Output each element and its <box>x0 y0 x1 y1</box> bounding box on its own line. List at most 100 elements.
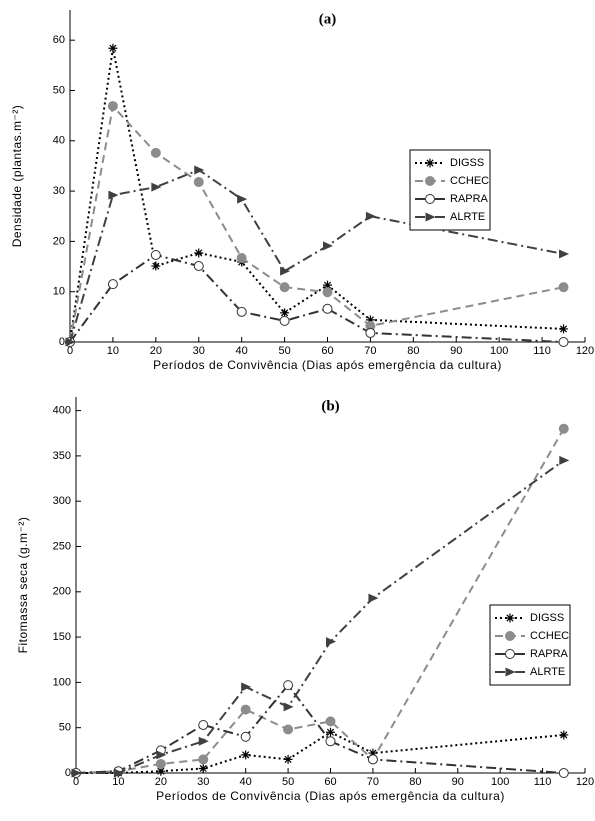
marker-circle-open <box>198 719 209 730</box>
y-tick-label: 300 <box>53 495 71 507</box>
marker-circle <box>240 704 251 715</box>
marker-circle-open <box>107 279 118 290</box>
chart-title: (a) <box>319 11 337 27</box>
legend-label: ALRTE <box>530 666 565 678</box>
legend-label: CCHEC <box>450 175 489 187</box>
marker-circle-open <box>283 680 294 691</box>
marker-triangle <box>283 702 294 712</box>
marker-triangle <box>365 211 376 221</box>
marker-triangle <box>559 249 570 259</box>
marker-triangle <box>194 165 205 175</box>
x-tick-label: 50 <box>282 776 294 788</box>
x-tick-label: 10 <box>112 776 124 788</box>
marker-circle <box>425 176 435 186</box>
x-tick-label: 20 <box>150 345 162 357</box>
series-line <box>69 253 564 343</box>
marker-star <box>326 727 335 737</box>
marker-circle <box>107 101 118 112</box>
marker-circle-open <box>150 249 161 260</box>
marker-star <box>241 750 251 760</box>
x-tick-label: 10 <box>107 345 119 357</box>
marker-circle-open <box>325 736 336 747</box>
x-tick-label: 120 <box>576 776 594 788</box>
marker-circle-open <box>367 754 378 765</box>
marker-star <box>559 324 569 334</box>
legend-label: RAPRA <box>530 648 569 660</box>
legend-label: ALRTE <box>450 211 485 223</box>
marker-triangle <box>237 194 248 204</box>
marker-triangle <box>425 212 436 222</box>
marker-circle <box>322 287 333 298</box>
y-tick-label: 400 <box>53 404 71 416</box>
marker-circle-open <box>505 649 515 659</box>
x-tick-label: 40 <box>240 776 252 788</box>
x-tick-label: 110 <box>534 776 552 788</box>
marker-circle-open <box>558 337 569 347</box>
marker-star <box>425 158 435 168</box>
marker-circle <box>558 423 569 434</box>
marker-star <box>198 763 208 773</box>
marker-circle <box>505 631 515 641</box>
marker-circle-open <box>240 731 251 742</box>
series-line <box>75 428 565 774</box>
marker-triangle <box>198 736 209 746</box>
y-axis-label: Densidade (plantas.m⁻²) <box>10 105 24 248</box>
marker-star <box>156 766 166 776</box>
x-tick-label: 60 <box>324 776 336 788</box>
marker-triangle <box>108 190 119 200</box>
marker-circle-open <box>322 303 333 314</box>
marker-triangle <box>326 637 336 647</box>
marker-star <box>559 730 569 740</box>
x-tick-label: 110 <box>533 345 551 357</box>
y-tick-label: 0 <box>65 767 71 779</box>
marker-triangle <box>368 593 379 603</box>
y-tick-label: 50 <box>53 84 65 96</box>
x-tick-label: 100 <box>491 776 509 788</box>
y-tick-label: 0 <box>59 336 65 348</box>
y-tick-label: 150 <box>53 631 71 643</box>
legend-label: RAPRA <box>450 193 489 205</box>
marker-star <box>151 261 161 271</box>
marker-triangle <box>113 768 124 778</box>
marker-circle-open <box>236 306 247 317</box>
x-tick-label: 30 <box>197 776 209 788</box>
x-axis-label: Períodos de Convivência (Dias após emerg… <box>156 789 505 803</box>
marker-triangle <box>71 768 82 778</box>
marker-star <box>280 308 290 318</box>
x-tick-label: 40 <box>236 345 248 357</box>
marker-triangle <box>559 455 570 465</box>
marker-circle <box>193 177 204 188</box>
marker-circle-open <box>365 327 376 338</box>
marker-triangle <box>280 266 291 276</box>
marker-triangle <box>323 241 333 251</box>
marker-triangle <box>151 182 162 192</box>
marker-star <box>194 248 204 258</box>
marker-circle <box>236 252 247 263</box>
marker-circle-open <box>193 261 204 272</box>
marker-circle <box>325 716 336 727</box>
x-tick-label: 20 <box>155 776 167 788</box>
marker-star <box>323 280 332 290</box>
marker-star <box>368 748 378 758</box>
legend-label: CCHEC <box>530 630 569 642</box>
legend-label: DIGSS <box>450 157 484 169</box>
y-axis-label: Fitomassa seca (g.m⁻²) <box>16 517 30 654</box>
y-tick-label: 50 <box>59 722 71 734</box>
x-tick-label: 50 <box>278 345 290 357</box>
marker-circle <box>283 724 294 735</box>
x-tick-label: 80 <box>407 345 419 357</box>
x-axis-label: Períodos de Convivência (Dias após emerg… <box>153 358 502 372</box>
marker-triangle <box>156 750 167 760</box>
y-tick-label: 200 <box>53 586 71 598</box>
marker-circle <box>155 758 166 769</box>
x-tick-label: 0 <box>73 776 79 788</box>
marker-star <box>365 315 375 325</box>
x-tick-label: 100 <box>490 345 508 357</box>
marker-triangle <box>241 682 252 692</box>
x-tick-label: 90 <box>450 345 462 357</box>
legend-label: DIGSS <box>530 612 564 624</box>
y-tick-label: 20 <box>53 235 65 247</box>
x-tick-label: 70 <box>367 776 379 788</box>
marker-star <box>283 754 293 764</box>
